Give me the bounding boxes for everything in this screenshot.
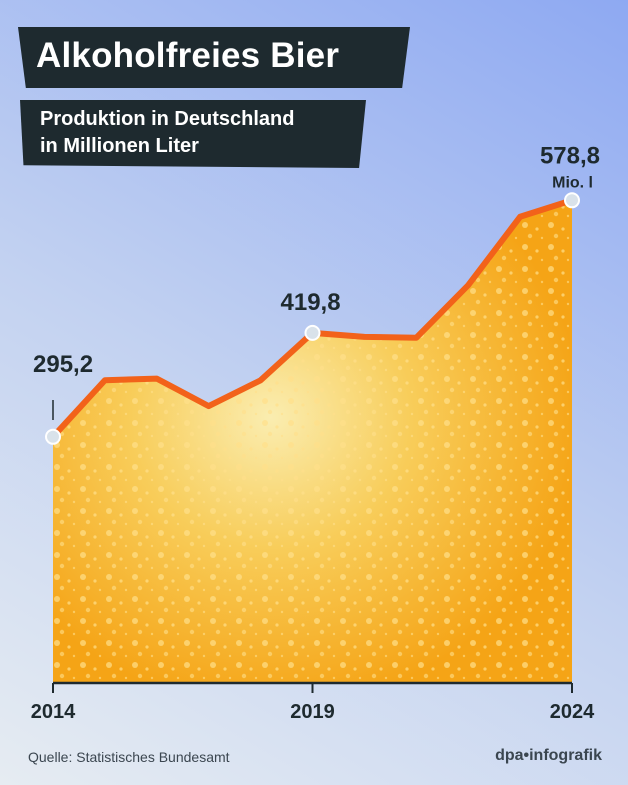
bubble-texture — [53, 200, 572, 683]
source-note: Quelle: Statistisches Bundesamt — [28, 749, 230, 765]
subtitle-line-2: in Millionen Liter — [40, 135, 199, 157]
data-label-unit: Mio. l — [552, 174, 593, 191]
x-tick-label: 2014 — [31, 701, 76, 723]
data-point-marker — [564, 192, 580, 209]
data-label: 419,8 — [281, 289, 341, 316]
data-label: 295,2 — [33, 351, 93, 378]
x-tick-label: 2019 — [290, 701, 335, 723]
chart-subtitle: Produktion in Deutschland in Millionen L… — [40, 106, 294, 160]
data-label: 578,8 — [540, 142, 600, 169]
x-tick-label: 2024 — [550, 701, 595, 723]
dpa-logo: dpa•infografik — [495, 747, 602, 764]
subtitle-line-1: Produktion in Deutschland — [40, 108, 295, 130]
data-point-marker — [304, 324, 321, 341]
data-point-marker — [45, 428, 61, 445]
subtitle-background — [20, 100, 366, 168]
title-background — [18, 27, 410, 88]
chart-title: Alkoholfreies Bier — [36, 36, 340, 75]
